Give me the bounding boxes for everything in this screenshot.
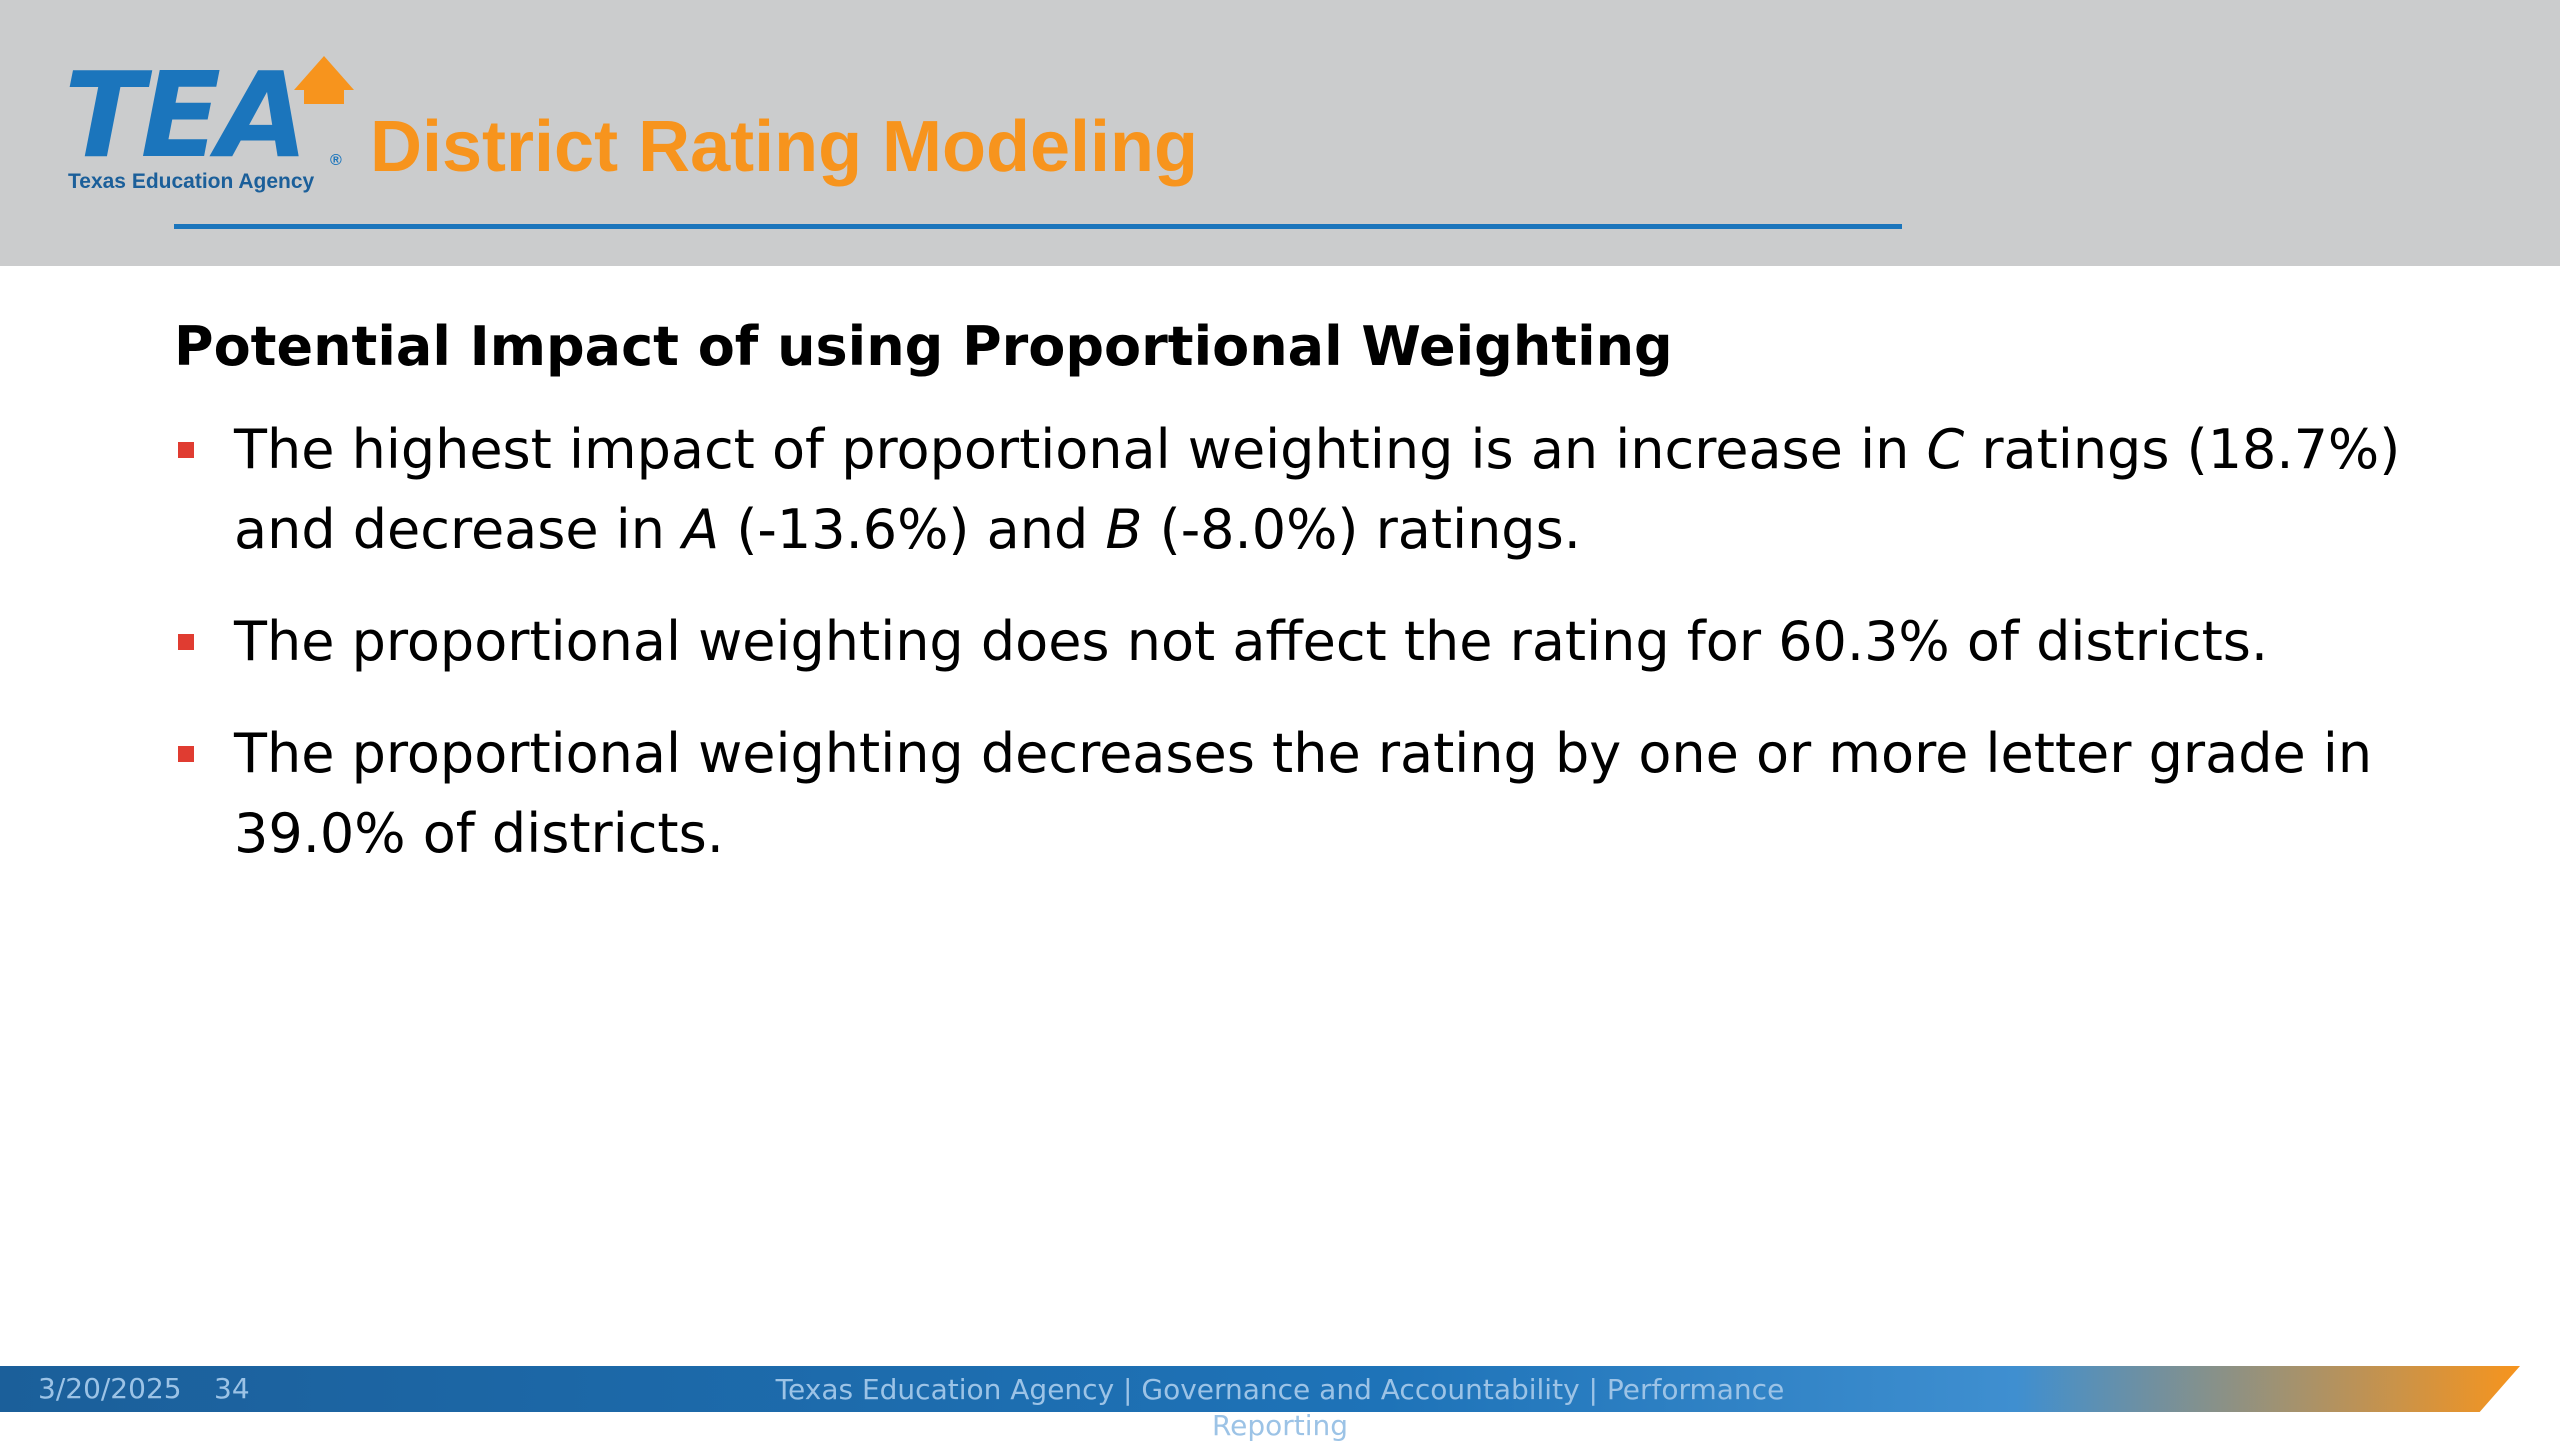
bullet-text: B (1105, 498, 1143, 561)
page-number: 34 (214, 1372, 250, 1405)
bullet-text: (-13.6%) and (719, 498, 1106, 561)
logo-subtitle: Texas Education Agency (68, 170, 315, 193)
section-title: Potential Impact of using Proportional W… (174, 315, 1673, 378)
bullet-square-icon (178, 442, 194, 458)
slide-content: Potential Impact of using Proportional W… (174, 310, 2414, 906)
registered-mark: ® (330, 152, 342, 169)
bullet-text: C (1926, 418, 1965, 481)
bullet-text: ratings (18.7%) and decrease in (234, 418, 2401, 561)
logo-letters: TEA (64, 46, 308, 184)
house-roof-icon (294, 56, 354, 90)
bullet-item: The proportional weighting does not affe… (174, 602, 2414, 682)
bullet-text: The proportional weighting decreases the… (234, 722, 2373, 865)
bullet-list: The highest impact of proportional weigh… (174, 410, 2414, 874)
bullet-item: The proportional weighting decreases the… (174, 714, 2414, 874)
page-title: District Rating Modeling (370, 107, 1198, 187)
header-band: TEA ® Texas Education Agency District Ra… (0, 0, 2560, 266)
title-divider (174, 224, 1902, 229)
footer-text: Texas Education Agency | Governance and … (775, 1373, 1785, 1442)
footer-bar (0, 1366, 2520, 1412)
bullet-text: The highest impact of proportional weigh… (234, 418, 1927, 481)
footer-date: 3/20/2025 (38, 1372, 182, 1405)
house-body-icon (304, 88, 344, 104)
bullet-text: The proportional weighting does not affe… (234, 610, 2269, 673)
bullet-item: The highest impact of proportional weigh… (174, 410, 2414, 570)
bullet-square-icon (178, 746, 194, 762)
bullet-text: (-8.0%) ratings. (1142, 498, 1581, 561)
bullet-text: A (682, 498, 720, 561)
tea-logo: TEA ® Texas Education Agency (64, 52, 354, 202)
bullet-square-icon (178, 634, 194, 650)
